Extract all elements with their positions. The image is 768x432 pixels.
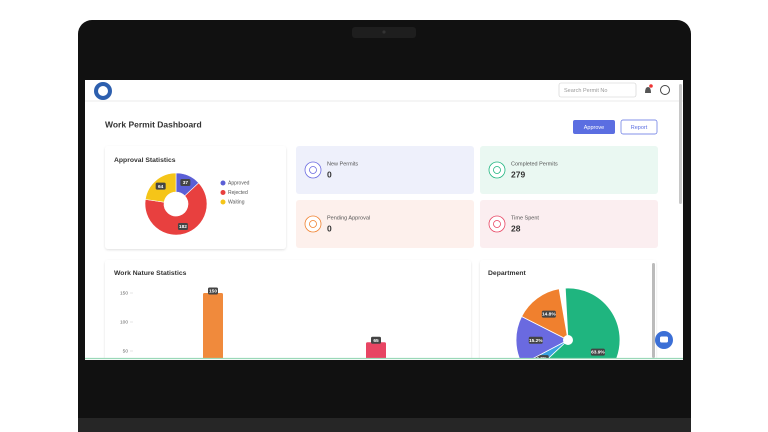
user-icon[interactable] [660, 85, 670, 95]
notification-dot [649, 84, 653, 88]
legend-label: Approved [228, 180, 250, 186]
value-label-bg [177, 222, 188, 230]
panel-title: Department [488, 270, 527, 277]
y-tick-label: 50 [123, 348, 129, 354]
value-label: 15.2% [529, 338, 543, 344]
card-icon-glyph [309, 166, 317, 174]
value-label: 14.8% [542, 312, 556, 318]
card-label: Completed Permits [511, 161, 558, 167]
card-icon-glyph [493, 166, 501, 174]
legend-swatch [220, 199, 226, 205]
value-label: 182 [179, 224, 187, 230]
y-tick-label: 100 [120, 319, 128, 325]
card-icon-glyph [493, 220, 501, 228]
approve-button-label: Approve [584, 125, 605, 131]
value-label: 37 [183, 180, 189, 186]
panel-title: Work Nature Statistics [114, 270, 187, 277]
card-value: 28 [511, 223, 521, 233]
pie-slice [548, 287, 621, 358]
bar [203, 293, 223, 358]
card-value: 0 [327, 223, 332, 233]
page-scrollbar[interactable] [679, 84, 682, 204]
chat-icon [660, 336, 668, 343]
chat-button[interactable] [655, 331, 673, 349]
value-label-bg [528, 336, 543, 344]
value-label-bg [590, 348, 605, 356]
bar [366, 342, 386, 358]
panel-scrollbar[interactable] [652, 263, 655, 358]
work-nature-panel [105, 260, 471, 358]
value-label-bg [371, 336, 381, 344]
value-label: 4.2% [536, 356, 548, 362]
page-title: Work Permit Dashboard [105, 119, 202, 129]
card-label: Time Spent [511, 215, 539, 221]
report-button[interactable] [620, 119, 658, 135]
screen-content: Search Permit No Work Permit Dashboard A… [85, 82, 683, 362]
value-label-bg [208, 287, 218, 295]
value-label: 150 [209, 289, 217, 295]
stat-card [480, 146, 658, 194]
card-icon-glyph [309, 220, 317, 228]
card-value: 279 [511, 169, 525, 179]
pie-center [563, 335, 573, 345]
legend-label: Rejected [228, 190, 248, 196]
search-placeholder: Search Permit No [564, 88, 607, 94]
report-button-label: Report [631, 125, 648, 131]
card-icon [304, 215, 322, 233]
stat-card [296, 200, 474, 248]
card-value: 0 [327, 169, 332, 179]
stat-card [296, 146, 474, 194]
value-label-bg [180, 178, 191, 186]
value-label-bg [155, 182, 166, 190]
search-box[interactable] [558, 82, 637, 98]
legend-swatch [220, 180, 226, 186]
legend-swatch [220, 190, 226, 195]
stat-card [480, 200, 658, 248]
card-label: New Permits [327, 161, 358, 167]
value-label: 65 [373, 338, 379, 344]
donut-slice [144, 182, 208, 236]
approve-button[interactable] [573, 120, 615, 134]
value-label-bg [541, 310, 556, 318]
value-label: 63.9% [591, 350, 605, 356]
laptop-base [78, 418, 691, 432]
bell-icon[interactable] [645, 87, 651, 93]
logo-inner [98, 86, 108, 96]
card-label: Pending Approval [327, 215, 370, 221]
card-icon [304, 161, 322, 179]
y-tick-label: 150 [120, 290, 128, 296]
legend-label: Waiting [228, 199, 245, 205]
camera [382, 30, 386, 34]
card-icon [488, 161, 506, 179]
panel-title: Approval Statistics [114, 157, 176, 164]
card-icon [488, 215, 506, 233]
value-label: 64 [158, 184, 164, 190]
